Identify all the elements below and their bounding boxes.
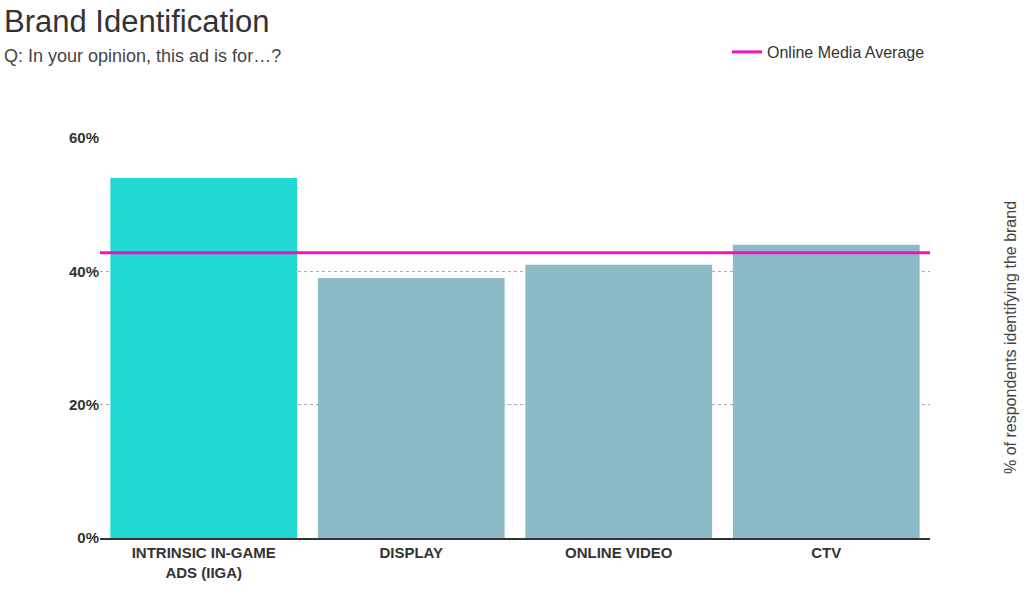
svg-text:INTRINSIC IN-GAMEADS (IIGA): INTRINSIC IN-GAMEADS (IIGA): [132, 544, 276, 581]
svg-text:CTV: CTV: [811, 544, 841, 561]
svg-text:DISPLAY: DISPLAY: [379, 544, 443, 561]
svg-text:Brand Identification: Brand Identification: [4, 4, 269, 39]
svg-text:Q: In your opinion, this ad is: Q: In your opinion, this ad is for…?: [4, 46, 281, 66]
svg-text:60%: 60%: [69, 129, 99, 146]
svg-text:40%: 40%: [69, 263, 99, 280]
svg-text:ONLINE VIDEO: ONLINE VIDEO: [565, 544, 673, 561]
svg-text:0%: 0%: [77, 529, 99, 546]
svg-text:% of respondents identifying t: % of respondents identifying the brand: [1002, 201, 1019, 474]
svg-text:Online Media Average: Online Media Average: [767, 44, 924, 61]
svg-text:20%: 20%: [69, 396, 99, 413]
